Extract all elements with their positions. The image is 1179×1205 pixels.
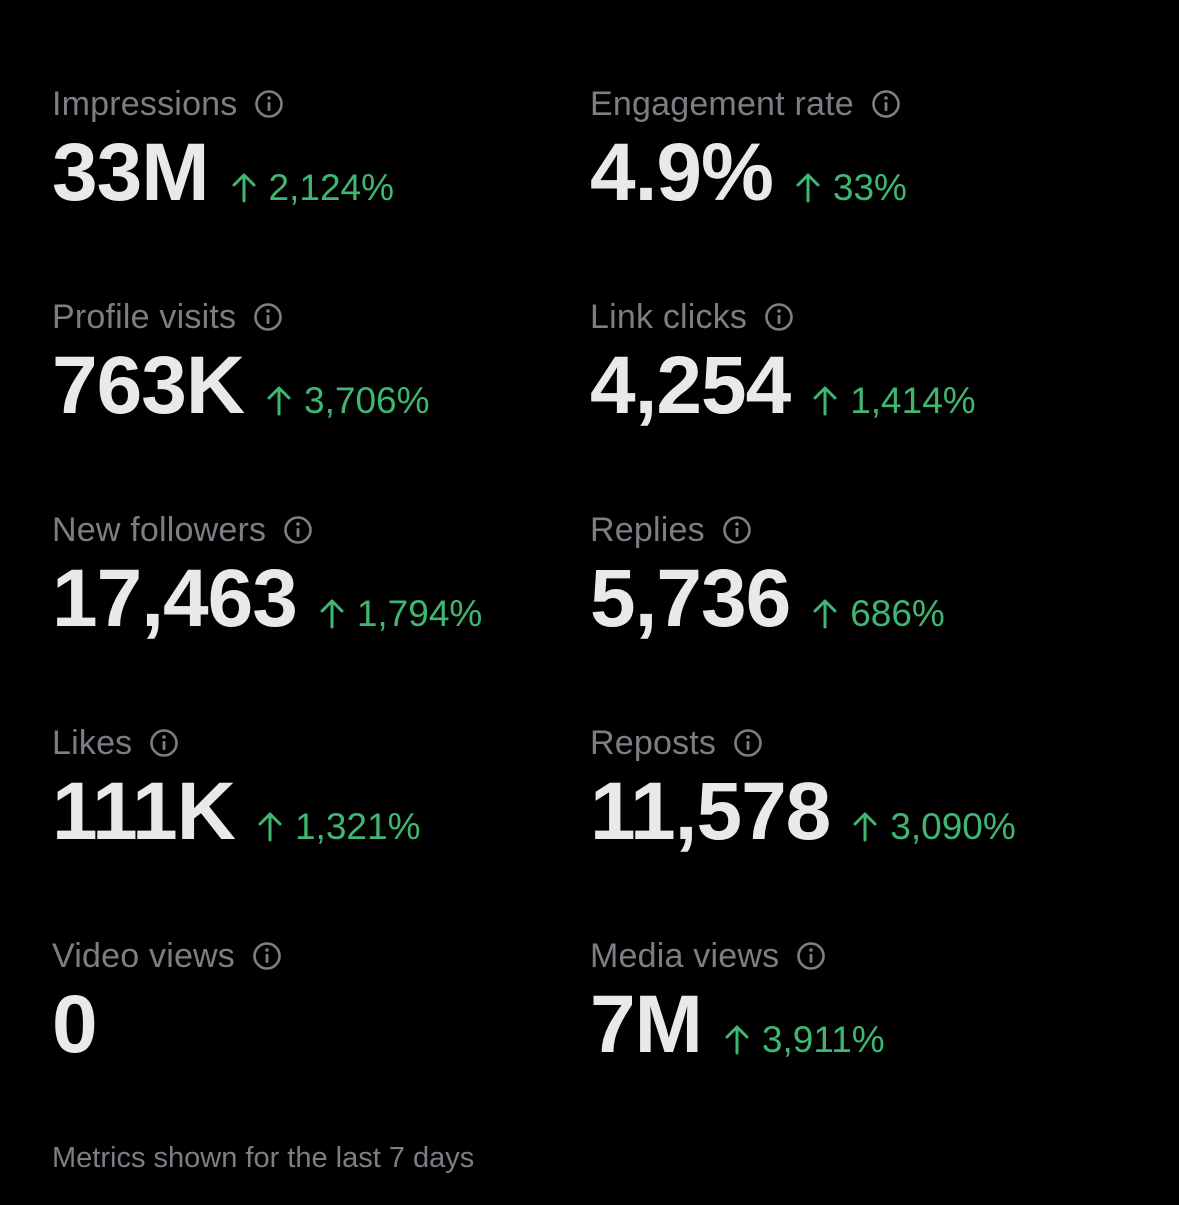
metric-label: Profile visits bbox=[52, 297, 237, 336]
metric-value: 4.9% bbox=[590, 127, 774, 218]
metric-label: Reposts bbox=[590, 723, 717, 762]
metric-header: Profile visits bbox=[52, 295, 590, 339]
metric-label: Replies bbox=[590, 510, 705, 549]
metric-label: Impressions bbox=[52, 84, 238, 123]
arrow-up-icon bbox=[852, 810, 878, 842]
info-icon[interactable] bbox=[283, 515, 313, 545]
metric-body: 11,578 3,090% bbox=[590, 771, 1128, 853]
metric-body: 4,254 1,414% bbox=[590, 345, 1128, 427]
metric-change: 3,706% bbox=[266, 380, 430, 422]
metric-likes: Likes 111K 1,321% bbox=[52, 721, 590, 934]
metric-body: 33M 2,124% bbox=[52, 132, 590, 214]
metric-change: 686% bbox=[812, 593, 945, 635]
arrow-up-icon bbox=[724, 1023, 750, 1055]
metrics-grid: Impressions 33M 2,124% Engagement rate 4… bbox=[52, 82, 1152, 1147]
info-icon[interactable] bbox=[149, 728, 179, 758]
metric-label: Engagement rate bbox=[590, 84, 854, 123]
metric-header: Reposts bbox=[590, 721, 1128, 765]
metric-label: New followers bbox=[52, 510, 267, 549]
metric-label: Media views bbox=[590, 936, 780, 975]
metric-replies: Replies 5,736 686% bbox=[590, 508, 1128, 721]
info-icon[interactable] bbox=[252, 941, 282, 971]
metric-change: 33% bbox=[795, 167, 907, 209]
metric-body: 17,463 1,794% bbox=[52, 558, 590, 640]
metric-body: 763K 3,706% bbox=[52, 345, 590, 427]
metric-change-value: 1,321% bbox=[294, 806, 421, 847]
metric-label: Likes bbox=[52, 723, 133, 762]
metric-body: 0 bbox=[52, 984, 590, 1066]
metric-value: 0 bbox=[52, 979, 98, 1070]
metric-body: 4.9% 33% bbox=[590, 132, 1128, 214]
metric-label: Link clicks bbox=[590, 297, 748, 336]
arrow-up-icon bbox=[812, 384, 838, 416]
metric-body: 5,736 686% bbox=[590, 558, 1128, 640]
metric-change-value: 686% bbox=[850, 593, 945, 634]
info-icon[interactable] bbox=[254, 89, 284, 119]
metric-value: 7M bbox=[590, 979, 703, 1070]
metric-label: Video views bbox=[52, 936, 236, 975]
arrow-up-icon bbox=[795, 171, 821, 203]
metric-engagement-rate: Engagement rate 4.9% 33% bbox=[590, 82, 1128, 295]
metric-change-value: 3,706% bbox=[304, 380, 430, 421]
info-icon[interactable] bbox=[764, 302, 794, 332]
metric-body: 111K 1,321% bbox=[52, 771, 590, 853]
metric-header: Engagement rate bbox=[590, 82, 1128, 126]
metric-value: 111K bbox=[52, 766, 236, 857]
metric-body: 7M 3,911% bbox=[590, 984, 1128, 1066]
info-icon[interactable] bbox=[253, 302, 283, 332]
metric-header: New followers bbox=[52, 508, 590, 552]
metric-change: 3,090% bbox=[852, 806, 1016, 848]
metric-value: 11,578 bbox=[590, 766, 831, 857]
metric-change-value: 3,090% bbox=[890, 806, 1016, 847]
metric-header: Impressions bbox=[52, 82, 590, 126]
metric-value: 17,463 bbox=[52, 553, 298, 644]
metric-change: 1,321% bbox=[257, 806, 421, 848]
metric-header: Media views bbox=[590, 934, 1128, 978]
arrow-up-icon bbox=[231, 171, 257, 203]
metric-new-followers: New followers 17,463 1,794% bbox=[52, 508, 590, 721]
metric-change: 1,794% bbox=[319, 593, 483, 635]
info-icon[interactable] bbox=[871, 89, 901, 119]
metric-header: Link clicks bbox=[590, 295, 1128, 339]
metric-value: 5,736 bbox=[590, 553, 791, 644]
metric-value: 33M bbox=[52, 127, 210, 218]
arrow-up-icon bbox=[266, 384, 292, 416]
metric-change: 3,911% bbox=[724, 1019, 885, 1061]
arrow-up-icon bbox=[257, 810, 283, 842]
metric-change-value: 1,794% bbox=[356, 593, 483, 634]
metric-reposts: Reposts 11,578 3,090% bbox=[590, 721, 1128, 934]
info-icon[interactable] bbox=[796, 941, 826, 971]
metric-profile-visits: Profile visits 763K 3,706% bbox=[52, 295, 590, 508]
metrics-footnote: Metrics shown for the last 7 days bbox=[52, 1142, 475, 1174]
metric-impressions: Impressions 33M 2,124% bbox=[52, 82, 590, 295]
metric-link-clicks: Link clicks 4,254 1,414% bbox=[590, 295, 1128, 508]
metric-header: Video views bbox=[52, 934, 590, 978]
metric-change-value: 1,414% bbox=[850, 380, 976, 421]
metric-change-value: 3,911% bbox=[761, 1019, 885, 1060]
info-icon[interactable] bbox=[733, 728, 763, 758]
metric-change-value: 2,124% bbox=[268, 167, 395, 208]
metric-change-value: 33% bbox=[832, 167, 907, 208]
metric-change: 2,124% bbox=[231, 167, 395, 209]
metric-change: 1,414% bbox=[812, 380, 976, 422]
metric-header: Likes bbox=[52, 721, 590, 765]
metric-value: 763K bbox=[52, 340, 245, 431]
metric-video-views: Video views 0 bbox=[52, 934, 590, 1147]
arrow-up-icon bbox=[812, 597, 838, 629]
info-icon[interactable] bbox=[722, 515, 752, 545]
arrow-up-icon bbox=[319, 597, 345, 629]
metric-header: Replies bbox=[590, 508, 1128, 552]
metric-value: 4,254 bbox=[590, 340, 791, 431]
metric-media-views: Media views 7M 3,911% bbox=[590, 934, 1128, 1147]
